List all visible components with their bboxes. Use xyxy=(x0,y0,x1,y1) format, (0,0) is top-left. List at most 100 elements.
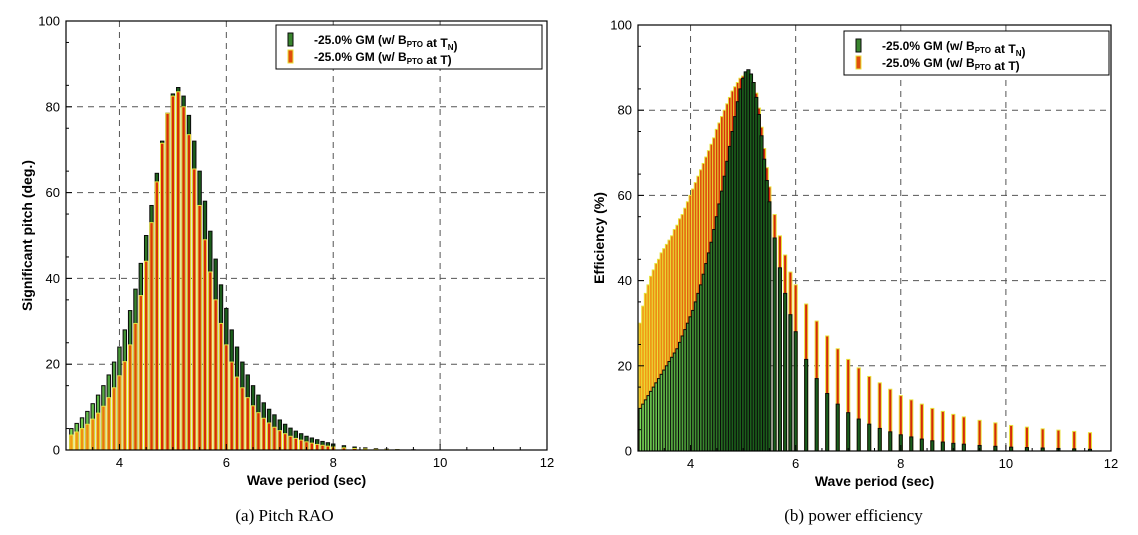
x-tick-label: 6 xyxy=(223,455,230,470)
legend-label: -25.0% GM (w/ BPTO at TN) xyxy=(882,39,1025,59)
bar-t xyxy=(325,445,331,450)
panel-power-efficiency: 4 6 8 10 12 0 20 40 60 80 100 Wave period (sec) Effi… xyxy=(569,0,1138,535)
legend: -25.0% GM (w/ BPTO at TN)-25.0% GM (w/ B… xyxy=(843,30,1110,76)
bar-tn xyxy=(993,445,998,451)
bar-t xyxy=(1056,429,1061,451)
bar-t xyxy=(74,431,79,450)
bar-t xyxy=(106,397,111,450)
y-tick-label: 40 xyxy=(46,271,60,286)
x-tick-label: 12 xyxy=(1104,456,1118,471)
bar-tn xyxy=(856,418,861,451)
x-tick-label: 4 xyxy=(687,456,694,471)
bar-t xyxy=(176,91,181,450)
bar-tn xyxy=(772,237,777,451)
bar-t xyxy=(170,95,176,450)
bars xyxy=(69,87,416,450)
legend-swatch xyxy=(287,32,294,47)
legend-swatch xyxy=(855,55,862,70)
bar-tn xyxy=(804,358,809,451)
bar-tn xyxy=(940,441,945,451)
y-axis-label: Efficiency (%) xyxy=(591,192,607,284)
bar-t xyxy=(272,426,277,450)
caption-power-efficiency: (b) power efficiency xyxy=(784,506,923,525)
bar-t xyxy=(1087,432,1093,451)
bar-t xyxy=(288,435,293,450)
bar-t xyxy=(138,295,144,450)
bar-t xyxy=(234,376,240,450)
x-tick-label: 4 xyxy=(116,455,123,470)
y-tick-label: 100 xyxy=(38,14,60,29)
bar-t xyxy=(79,428,85,450)
bar-tn xyxy=(777,267,782,451)
legend: -25.0% GM (w/ BPTO at TN)-25.0% GM (w/ B… xyxy=(275,24,543,70)
bar-t xyxy=(320,444,325,450)
bar-t xyxy=(1040,428,1045,451)
bar-t xyxy=(208,271,213,450)
bar-t xyxy=(143,260,149,450)
bar-t xyxy=(298,439,304,450)
bars xyxy=(638,69,1093,451)
bar-t xyxy=(867,375,872,451)
bar-t xyxy=(266,422,272,450)
y-tick-label: 60 xyxy=(46,185,60,200)
bar-t xyxy=(69,434,74,450)
bar-tn xyxy=(783,292,788,451)
bar-t xyxy=(835,348,840,451)
bar-t xyxy=(186,134,192,450)
power-efficiency-chart: 4 6 8 10 12 0 20 40 60 80 100 Wave period (sec) Effi… xyxy=(591,18,1118,490)
legend-box xyxy=(843,30,1110,76)
bar-t xyxy=(165,112,170,450)
bar-t xyxy=(940,410,945,451)
bar-tn xyxy=(767,201,772,451)
y-tick-label: 20 xyxy=(46,357,60,372)
bar-t xyxy=(309,442,315,450)
bar-t xyxy=(245,397,250,450)
ticks xyxy=(637,24,1112,452)
bar-tn xyxy=(825,392,830,451)
y-tick-label: 20 xyxy=(618,358,632,373)
bar-t xyxy=(229,361,234,450)
bar-t xyxy=(149,222,154,450)
bar-t xyxy=(160,142,165,450)
bar-t xyxy=(95,412,101,450)
bar-t xyxy=(314,443,320,450)
bar-t xyxy=(250,405,256,450)
bar-tn xyxy=(793,331,798,451)
legend-label: -25.0% GM (w/ BPTO at T) xyxy=(882,56,1020,73)
bar-tn xyxy=(835,403,840,451)
panel-pitch-rao: 4 6 8 10 12 0 20 40 60 80 100 Wave period (sec) Sign… xyxy=(19,14,554,526)
bar-t xyxy=(282,433,288,450)
y-tick-label: 80 xyxy=(46,99,60,114)
bar-t xyxy=(846,358,851,451)
bar-t xyxy=(1009,424,1014,451)
legend-label: -25.0% GM (w/ BPTO at TN) xyxy=(314,33,457,53)
bar-t xyxy=(888,388,893,451)
bar-t xyxy=(133,322,138,450)
bar-t xyxy=(197,204,202,450)
y-tick-label: 80 xyxy=(618,103,632,118)
bar-t xyxy=(90,418,95,450)
bar-tn xyxy=(877,427,882,451)
bar-t xyxy=(293,437,299,450)
bar-t xyxy=(961,416,966,451)
x-tick-label: 12 xyxy=(540,455,554,470)
bar-t xyxy=(877,382,882,451)
bar-t xyxy=(909,399,914,451)
bar-t xyxy=(181,106,186,450)
bar-t xyxy=(993,422,998,451)
y-tick-label: 0 xyxy=(625,444,632,459)
bar-tn xyxy=(788,314,793,451)
bar-tn xyxy=(867,423,872,451)
bar-t xyxy=(192,168,197,450)
bar-t xyxy=(85,423,90,450)
plot-frame xyxy=(65,20,548,451)
y-axis-label: Significant pitch (deg.) xyxy=(19,160,35,311)
bar-t xyxy=(218,322,224,450)
bar-t xyxy=(117,375,122,450)
bar-t xyxy=(352,448,357,450)
bar-t xyxy=(202,239,208,450)
pitch-rao-chart: 4 6 8 10 12 0 20 40 60 80 100 Wave period (sec) Sign… xyxy=(19,14,554,489)
y-tick-label: 60 xyxy=(618,188,632,203)
bar-t xyxy=(277,430,282,450)
bar-t xyxy=(213,299,218,450)
